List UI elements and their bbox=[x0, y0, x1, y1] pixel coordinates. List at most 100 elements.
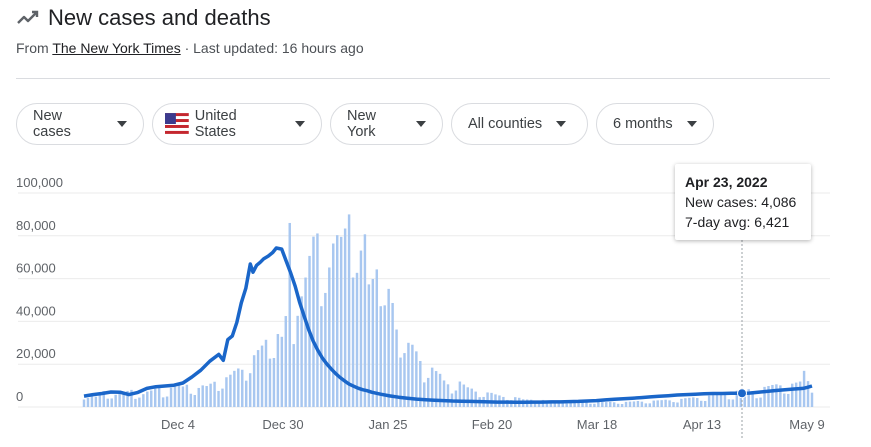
bar bbox=[612, 402, 616, 407]
avg-line bbox=[83, 246, 813, 405]
bar bbox=[332, 243, 335, 407]
bar bbox=[169, 387, 173, 407]
bar bbox=[359, 250, 363, 407]
bar bbox=[407, 342, 410, 407]
y-tick-label: 100,000 bbox=[16, 175, 63, 190]
bar bbox=[300, 296, 303, 407]
bar bbox=[715, 394, 719, 407]
state-dropdown[interactable]: New York bbox=[330, 103, 443, 145]
bar bbox=[197, 387, 200, 407]
bar bbox=[383, 305, 386, 407]
bar bbox=[490, 392, 493, 407]
bar bbox=[233, 370, 236, 407]
bar bbox=[747, 389, 750, 407]
bar bbox=[577, 401, 580, 407]
bar bbox=[743, 390, 746, 407]
bar bbox=[284, 316, 288, 407]
bar bbox=[608, 401, 612, 407]
bar bbox=[324, 292, 327, 407]
x-tick-label: Jan 25 bbox=[368, 417, 407, 432]
bar bbox=[739, 390, 743, 407]
range-dropdown[interactable]: 6 months bbox=[596, 103, 714, 145]
bar bbox=[201, 385, 204, 407]
bar bbox=[537, 402, 541, 407]
metric-dropdown[interactable]: New cases bbox=[16, 103, 144, 145]
bar bbox=[126, 390, 129, 407]
county-dropdown[interactable]: All counties bbox=[451, 103, 588, 145]
bar bbox=[672, 402, 675, 407]
country-dropdown[interactable]: United States bbox=[152, 103, 322, 145]
bar bbox=[363, 234, 367, 407]
bar bbox=[486, 392, 489, 407]
bar bbox=[387, 288, 390, 407]
x-tick-label: Feb 20 bbox=[472, 417, 512, 432]
bar bbox=[593, 403, 596, 407]
tooltip-date: Apr 23, 2022 bbox=[685, 174, 768, 190]
bar bbox=[601, 402, 604, 407]
bar bbox=[375, 269, 379, 407]
bar bbox=[411, 344, 414, 407]
y-tick-label: 80,000 bbox=[16, 218, 56, 233]
tooltip-new-cases: New cases: 4,086 bbox=[685, 194, 797, 210]
bar bbox=[328, 267, 331, 407]
bar bbox=[668, 400, 671, 407]
bar bbox=[719, 393, 723, 407]
y-tick-label: 60,000 bbox=[16, 261, 56, 276]
bar bbox=[735, 390, 739, 407]
bar bbox=[209, 383, 212, 407]
bar bbox=[589, 403, 592, 407]
bar bbox=[470, 388, 473, 407]
bar bbox=[94, 396, 98, 407]
bar bbox=[798, 381, 802, 407]
bar bbox=[640, 401, 644, 407]
bar bbox=[573, 401, 576, 407]
hover-point bbox=[737, 388, 747, 399]
bar bbox=[688, 397, 691, 407]
trending-line-icon bbox=[17, 10, 39, 24]
bar bbox=[569, 401, 572, 407]
bar bbox=[157, 386, 161, 407]
chart-tooltip: Apr 23, 2022 New cases: 4,086 7-day avg:… bbox=[675, 164, 811, 240]
bar bbox=[723, 394, 727, 407]
bar bbox=[676, 402, 679, 407]
bar bbox=[810, 392, 814, 407]
bar bbox=[118, 392, 121, 407]
bar bbox=[423, 382, 426, 407]
bar bbox=[146, 391, 149, 407]
bar bbox=[288, 222, 291, 407]
bar bbox=[252, 355, 256, 407]
us-flag-icon bbox=[165, 113, 189, 135]
bar bbox=[138, 397, 141, 407]
bar bbox=[355, 272, 359, 407]
divider bbox=[16, 78, 830, 79]
source-link[interactable]: The New York Times bbox=[52, 40, 181, 56]
bar bbox=[161, 397, 165, 407]
bar bbox=[225, 377, 228, 407]
bar bbox=[775, 384, 778, 407]
bar bbox=[316, 233, 319, 407]
bar bbox=[292, 344, 295, 407]
x-tick-label: Dec 30 bbox=[262, 417, 303, 432]
bar bbox=[684, 398, 687, 407]
bar bbox=[731, 399, 735, 407]
bar bbox=[419, 360, 422, 407]
bar bbox=[241, 369, 244, 407]
bar bbox=[268, 358, 272, 407]
bar bbox=[153, 387, 157, 407]
bar bbox=[181, 386, 185, 407]
bar bbox=[98, 393, 102, 407]
source-prefix: From bbox=[16, 40, 53, 56]
bar bbox=[142, 394, 145, 407]
bar bbox=[122, 393, 125, 407]
bar bbox=[165, 396, 169, 407]
bar bbox=[339, 236, 343, 407]
x-tick-label: Dec 4 bbox=[161, 417, 195, 432]
bar bbox=[553, 401, 557, 407]
bar bbox=[806, 381, 810, 407]
bar bbox=[561, 403, 564, 407]
bar bbox=[585, 402, 588, 407]
bar bbox=[272, 357, 276, 407]
bar bbox=[102, 391, 106, 407]
bar bbox=[783, 393, 786, 407]
bar bbox=[244, 380, 248, 407]
